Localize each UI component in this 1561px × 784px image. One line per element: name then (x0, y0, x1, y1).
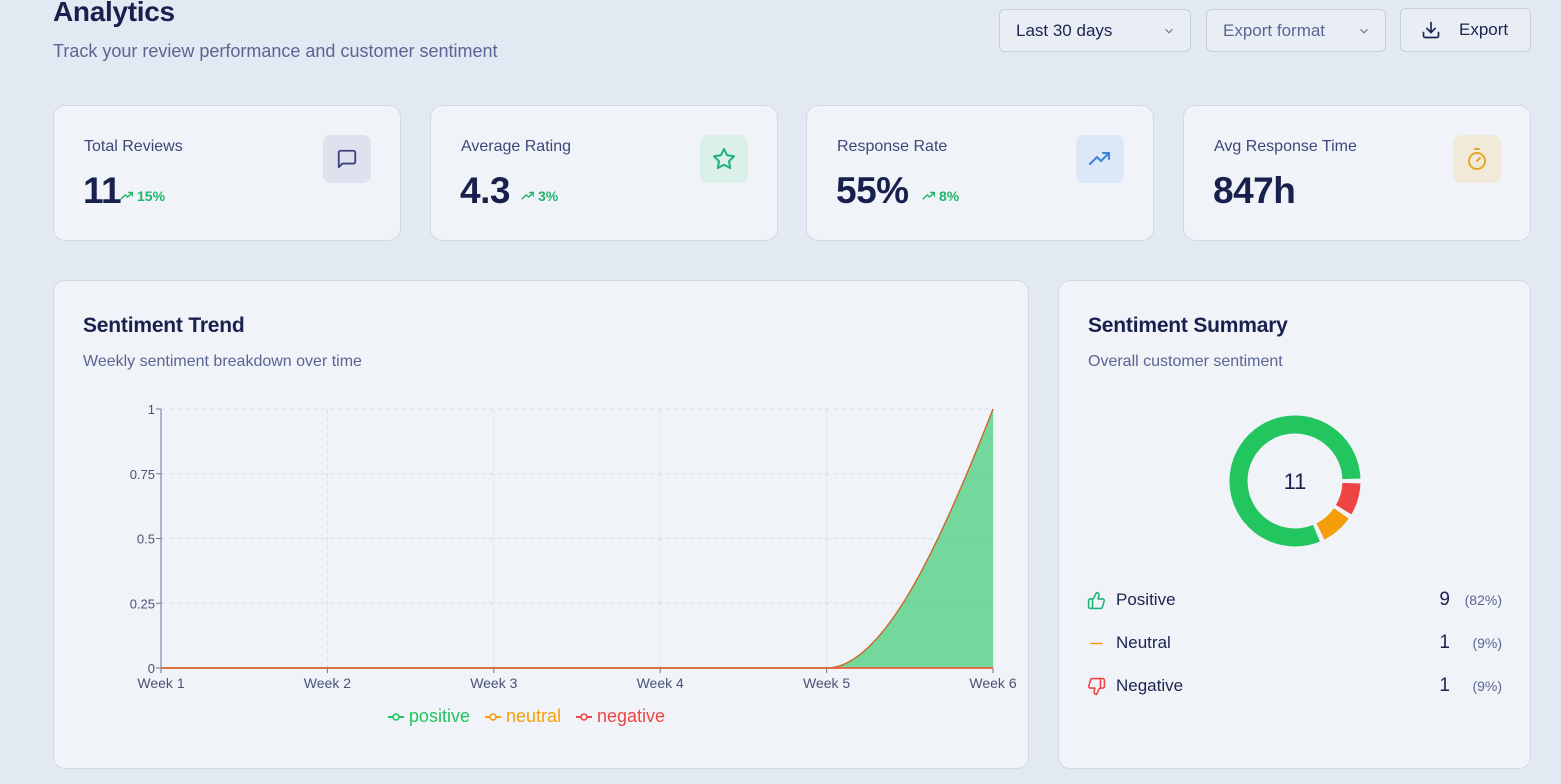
summary-row-count: 1 (1439, 675, 1450, 696)
export-format-placeholder: Export format (1223, 20, 1326, 40)
summary-row-label: Positive (1116, 590, 1176, 609)
legend-marker-icon (387, 712, 404, 721)
stat-card-average-rating: Average Rating 4.3 3% (430, 105, 778, 241)
chart-legend: positive neutral negative (54, 706, 1028, 727)
trend-up-icon (120, 191, 133, 200)
x-tick-label: Week 5 (803, 675, 850, 691)
export-format-select[interactable]: Export format (1206, 9, 1386, 52)
summary-row-count: 9 (1439, 589, 1450, 610)
stat-icon-box (1453, 135, 1501, 183)
export-button[interactable]: Export (1400, 8, 1531, 52)
sentiment-donut-chart: 11 (1228, 414, 1362, 548)
donut-slice-positive (1228, 414, 1362, 548)
download-icon (1422, 21, 1440, 39)
panel-subtitle: Overall customer sentiment (1088, 353, 1283, 370)
x-tick-label: Week 1 (137, 675, 184, 691)
donut-center-total: 11 (1284, 469, 1307, 494)
stat-trend: 15% (120, 188, 165, 204)
timer-icon (1468, 148, 1486, 170)
stat-trend: 3% (521, 188, 558, 204)
panel-title: Sentiment Trend (83, 314, 245, 337)
series-edge-line (161, 408, 994, 669)
stat-card-response-rate: Response Rate 55% 8% (806, 105, 1154, 241)
legend-marker-icon (576, 712, 592, 721)
y-tick-label: 0.25 (130, 596, 155, 611)
sentiment-trend-chart: 0 0.25 0.5 0.75 1 Week 1 Week 2 Week 3 Week 4 Wee… (130, 402, 1017, 691)
legend-item-positive[interactable]: positive (387, 706, 470, 727)
trend-up-icon (922, 191, 935, 200)
page-subtitle: Track your review performance and custom… (53, 41, 498, 61)
stat-trend-value: 3% (538, 188, 559, 204)
y-tick-label: 1 (148, 402, 155, 417)
x-tick-label: Week 2 (304, 675, 351, 691)
stat-trend: 8% (922, 188, 959, 204)
stat-card-avg-response-time: Avg Response Time 847h (1183, 105, 1531, 241)
summary-row-neutral: Neutral 1 (9%) (1087, 631, 1502, 655)
legend-label: positive (408, 706, 470, 726)
legend-item-negative[interactable]: negative (575, 706, 665, 727)
summary-row-count: 1 (1439, 632, 1450, 653)
thumbs-down-icon (1087, 677, 1106, 695)
star-icon (713, 148, 735, 169)
page-title: Analytics (53, 0, 175, 27)
stat-trend-value: 8% (939, 188, 960, 204)
minus-icon (1090, 642, 1103, 644)
legend-label: negative (597, 706, 666, 726)
legend-label: neutral (505, 706, 561, 726)
trend-up-icon (521, 191, 534, 200)
y-tick-label: 0.75 (130, 467, 155, 482)
stat-label: Total Reviews (84, 138, 183, 155)
sentiment-summary-panel: Sentiment Summary Overall customer senti… (1058, 280, 1531, 769)
sentiment-trend-panel: Sentiment Trend Weekly sentiment breakdo… (53, 280, 1029, 769)
chevron-down-icon (1360, 28, 1368, 34)
period-select[interactable]: Last 30 days (999, 9, 1191, 52)
thumbs-up-icon (1087, 591, 1106, 609)
stat-card-total-reviews: Total Reviews 11 15% (53, 105, 401, 241)
x-tick-label: Week 4 (637, 675, 684, 691)
period-select-value: Last 30 days (1016, 20, 1113, 40)
donut-slice-negative (1334, 481, 1362, 516)
message-square-icon (337, 149, 357, 169)
chevron-down-icon (1165, 28, 1173, 34)
stat-value: 4.3 (460, 170, 510, 211)
stat-value: 55% (836, 170, 909, 211)
stat-icon-box (1076, 135, 1124, 183)
legend-marker-icon (484, 712, 501, 721)
legend-item-neutral[interactable]: neutral (484, 706, 561, 727)
stat-value: 847h (1213, 170, 1296, 211)
x-tick-label: Week 6 (969, 675, 1016, 691)
donut-slice-neutral (1315, 506, 1351, 541)
y-tick-label: 0.5 (137, 532, 155, 547)
series-area-positive (161, 409, 993, 668)
panel-title: Sentiment Summary (1088, 314, 1288, 337)
stat-value: 11 (83, 170, 122, 211)
stat-label: Average Rating (461, 138, 571, 155)
stat-trend-value: 15% (137, 188, 166, 204)
stat-label: Avg Response Time (1214, 138, 1357, 155)
summary-row-label: Negative (1116, 676, 1184, 695)
summary-row-percent: (82%) (1464, 592, 1502, 608)
export-label: Export (1459, 20, 1509, 39)
summary-row-label: Neutral (1116, 633, 1171, 652)
stat-icon-box (700, 135, 748, 183)
x-tick-label: Week 3 (470, 675, 517, 691)
summary-row-positive: Positive 9 (82%) (1087, 588, 1502, 612)
y-tick-label: 0 (148, 661, 155, 676)
stat-icon-box (323, 135, 371, 183)
stat-label: Response Rate (837, 138, 948, 155)
trending-up-icon (1089, 152, 1110, 165)
panel-subtitle: Weekly sentiment breakdown over time (83, 353, 362, 370)
summary-row-percent: (9%) (1472, 635, 1502, 651)
summary-row-negative: Negative 1 (9%) (1087, 674, 1502, 698)
summary-row-percent: (9%) (1472, 678, 1502, 694)
